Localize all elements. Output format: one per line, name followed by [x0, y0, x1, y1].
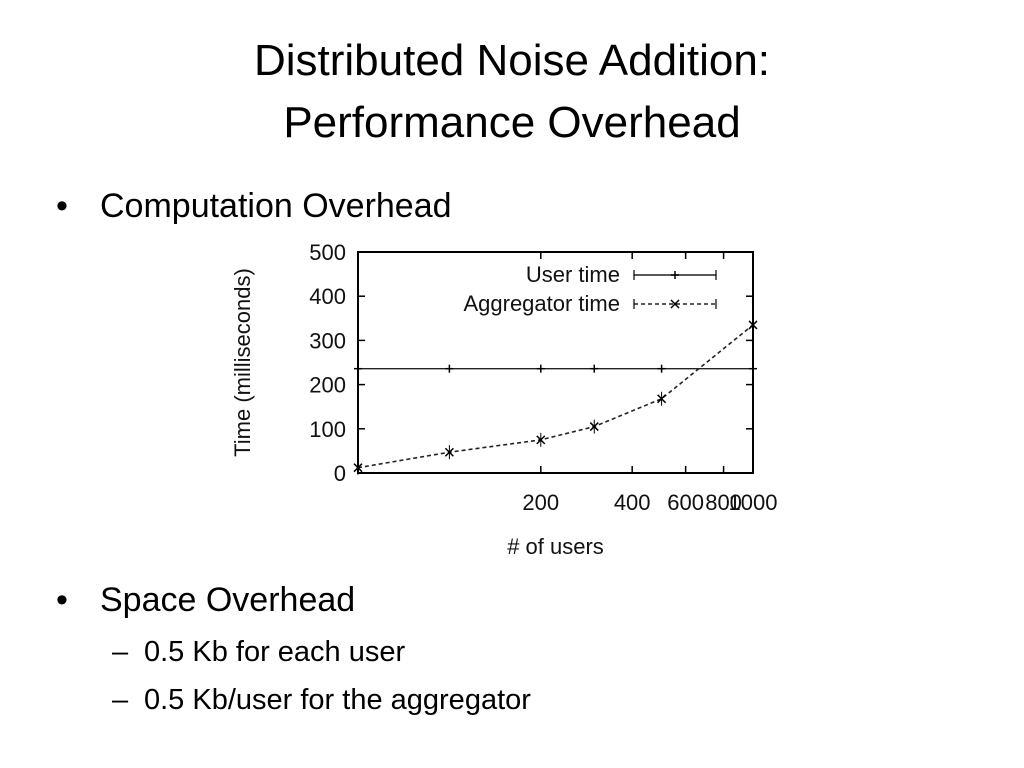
data-point — [589, 422, 599, 432]
bullet-computation: • Computation Overhead — [56, 186, 452, 226]
bullet-computation-text: Computation Overhead — [100, 187, 452, 225]
sub-bullet-1: –0.5 Kb for each user — [112, 634, 405, 670]
bullet-dot: • — [56, 187, 68, 225]
legend-label: Aggregator time — [463, 291, 620, 316]
legend-label: User time — [526, 262, 620, 287]
series-line — [357, 324, 754, 469]
series-2 — [353, 317, 758, 475]
title-line-2: Performance Overhead — [283, 98, 741, 147]
bullet-space-text: Space Overhead — [100, 581, 356, 619]
legend-marker — [670, 299, 680, 309]
x-tick-label: 800 — [705, 490, 742, 515]
sub-bullet-2-text: 0.5 Kb/user for the aggregator — [144, 684, 531, 716]
y-tick-label: 200 — [309, 373, 346, 398]
sub-bullet-2: –0.5 Kb/user for the aggregator — [112, 682, 531, 718]
data-point — [444, 447, 454, 457]
y-tick-label: 500 — [309, 240, 346, 265]
plot-frame — [357, 251, 754, 474]
data-point — [657, 394, 667, 404]
x-tick-label: 400 — [614, 490, 651, 515]
data-point — [353, 463, 363, 473]
x-tick-label: 600 — [667, 490, 704, 515]
chart-legend: User time Aggregator time — [463, 262, 717, 316]
sub-bullet-1-text: 0.5 Kb for each user — [144, 636, 406, 668]
series-1 — [354, 364, 757, 373]
slide-title: Distributed Noise Addition: Performance … — [0, 30, 1024, 154]
x-tick-label: 1000 — [729, 490, 778, 515]
dash-glyph: – — [112, 636, 129, 668]
chart-ylabel: Time (milliseconds) — [230, 268, 255, 457]
x-tick-label: 200 — [522, 490, 559, 515]
y-tick-label: 0 — [334, 461, 346, 486]
data-point — [748, 320, 758, 330]
y-tick-label: 300 — [309, 328, 346, 353]
chart-series — [353, 317, 758, 475]
y-tick-label: 100 — [309, 417, 346, 442]
y-tick-label: 400 — [309, 284, 346, 309]
bullet-dot: • — [56, 581, 68, 619]
bullet-space: • Space Overhead — [56, 580, 355, 620]
chart-xlabel: # of users — [507, 534, 604, 559]
title-line-1: Distributed Noise Addition: — [253, 36, 771, 85]
dash-glyph: – — [112, 684, 129, 716]
data-point — [536, 435, 546, 445]
